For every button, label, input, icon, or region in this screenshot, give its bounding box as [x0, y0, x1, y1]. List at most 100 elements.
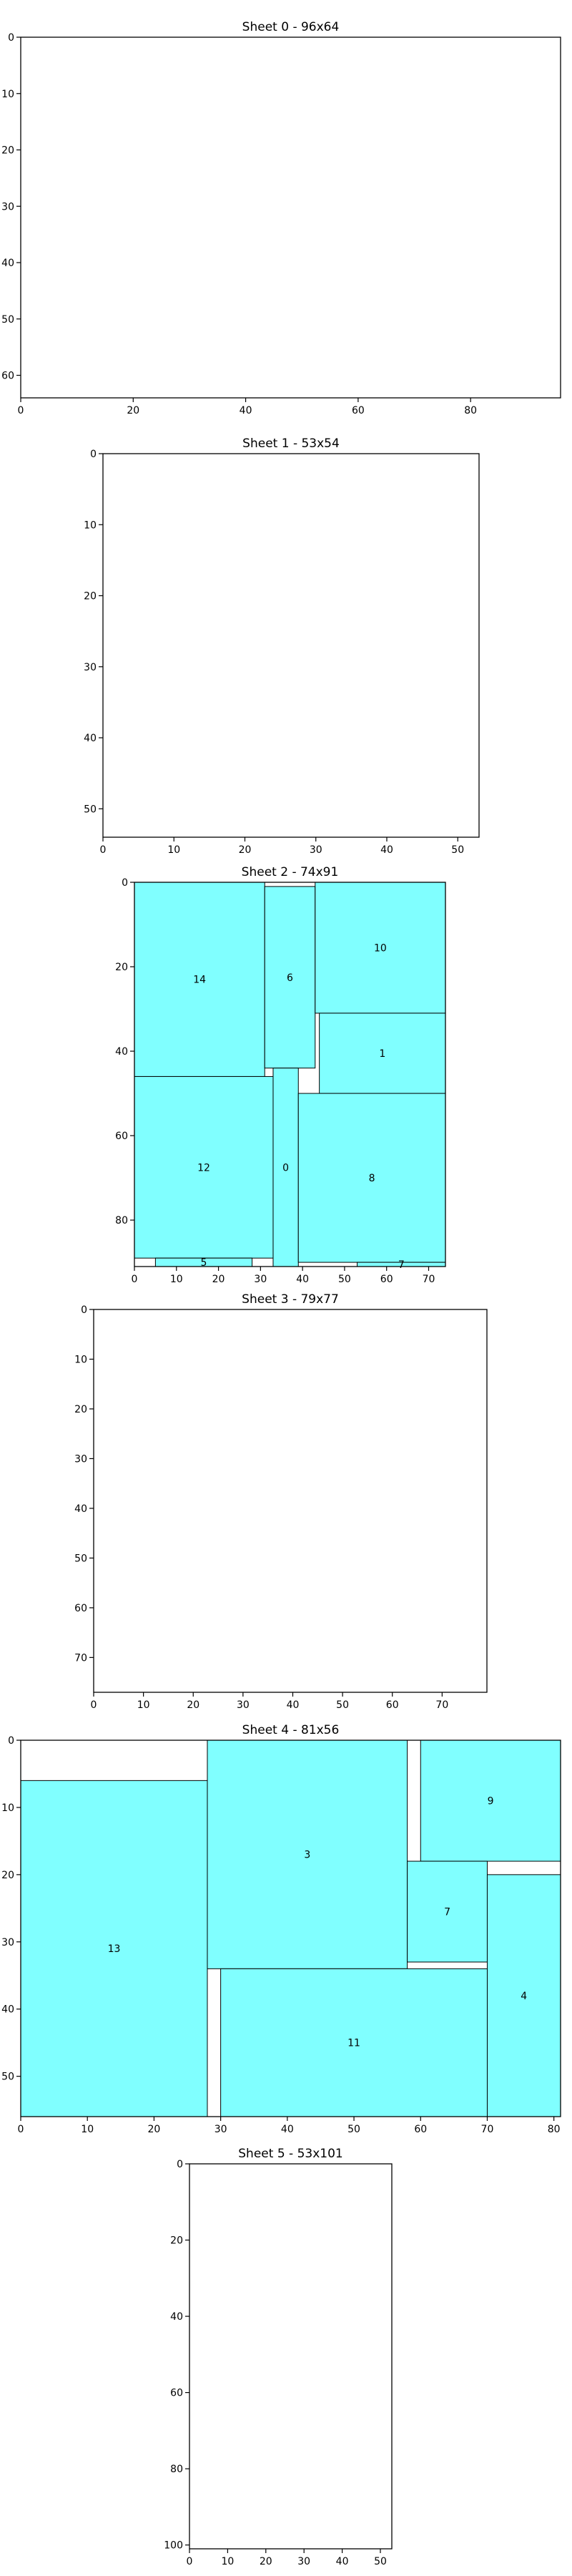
sheet-2-xtick-label: 30: [254, 1274, 267, 1285]
sheet-0-ytick-label: 20: [1, 145, 14, 157]
sheet-4-xtick-label: 80: [548, 2124, 561, 2135]
sheet-0-chart: Sheet 0 - 96x64 0 20 40 60 80 0 10 20 30 40 50 60: [1, 20, 561, 416]
sheet-0-axes-frame: [20, 36, 561, 399]
sheet-1-ytick-label: 50: [84, 804, 97, 815]
sheet-4-ytick-label: 0: [8, 1735, 14, 1747]
sheet-2-piece-label-7: 7: [398, 1259, 405, 1271]
sheet-3-xtick-label: 10: [137, 1699, 150, 1711]
sheet-0-title: Sheet 0 - 96x64: [242, 20, 340, 34]
sheet-4-piece-label-4: 4: [521, 1991, 527, 2002]
sheet-3-ytick-label: 40: [74, 1503, 87, 1515]
sheet-5-ytick-label: 100: [164, 2540, 183, 2552]
sheet-0-xtick-label: 20: [127, 405, 139, 416]
sheet-2-piece-label-5: 5: [201, 1257, 207, 1269]
sheet-5-chart: Sheet 5 - 53x101 0 10 20 30 40 50 0 20 40 60 80 100: [164, 2147, 393, 2567]
sheet-4-piece-label-9: 9: [488, 1796, 494, 1807]
sheet-2-piece-0: [272, 1068, 299, 1267]
sheet-2-piece-6: [264, 886, 316, 1069]
sheet-2-ytick-label: 60: [115, 1131, 128, 1142]
sheet-2-xtick-label: 50: [338, 1274, 351, 1285]
sheet-1-ytick-label: 0: [90, 449, 97, 460]
sheet-5-ytick-label: 20: [170, 2235, 183, 2247]
sheet-4-xtick-label: 40: [281, 2124, 294, 2135]
sheet-4-piece-label-7: 7: [444, 1907, 450, 1918]
sheet-4-piece-9: [420, 1740, 561, 1862]
sheet-4-piece-7: [407, 1860, 488, 1963]
sheet-3-ytick-label: 10: [74, 1354, 87, 1365]
sheet-2-piece-10: [315, 882, 446, 1014]
sheet-2-piece-label-10: 10: [374, 942, 387, 954]
sheet-5-ytick-label: 0: [177, 2159, 183, 2170]
sheet-1-xtick-label: 10: [167, 844, 180, 856]
sheet-0-ytick-label: 10: [1, 89, 14, 100]
sheet-5-title: Sheet 5 - 53x101: [238, 2147, 342, 2161]
sheet-1-title: Sheet 1 - 53x54: [242, 436, 340, 451]
sheet-3-xtick-label: 50: [336, 1699, 349, 1711]
sheet-2-piece-1: [319, 1013, 446, 1094]
sheet-3-ytick-label: 50: [74, 1553, 87, 1564]
sheet-3-xtick-label: 20: [187, 1699, 199, 1711]
sheet-3-xtick-label: 40: [287, 1699, 300, 1711]
sheet-2-piece-label-1: 1: [379, 1048, 385, 1060]
sheet-0-xtick-label: 0: [18, 405, 24, 416]
sheet-4-title: Sheet 4 - 81x56: [242, 1723, 340, 1737]
sheet-5-xtick-label: 0: [187, 2556, 193, 2567]
sheet-4-ytick-label: 30: [1, 1937, 14, 1948]
sheet-0-xtick-label: 40: [240, 405, 252, 416]
sheet-3-ytick-label: 20: [74, 1404, 87, 1415]
sheet-4-chart: Sheet 4 - 81x56 13 3 9 7 4 11 0 10 20 30 40 50 60 70 80…: [1, 1723, 561, 2135]
sheet-4-ytick-label: 20: [1, 1870, 14, 1881]
sheet-2-xtick-label: 40: [296, 1274, 309, 1285]
sheet-3-ytick-label: 0: [81, 1304, 87, 1316]
sheet-4-xtick-label: 10: [81, 2124, 94, 2135]
sheet-2-ytick-label: 40: [115, 1046, 128, 1058]
sheet-1-ytick-label: 10: [84, 519, 97, 531]
sheet-1-ytick-label: 40: [84, 733, 97, 744]
sheet-1-xtick-label: 30: [310, 844, 322, 856]
sheet-2-piece-8: [297, 1093, 446, 1263]
sheet-4-axes-frame: [20, 1740, 561, 2117]
sheet-3-title: Sheet 3 - 79x77: [242, 1292, 339, 1307]
sheet-4-xtick-label: 30: [214, 2124, 227, 2135]
sheet-2-xtick-label: 0: [132, 1274, 138, 1285]
sheet-3-xtick-label: 30: [237, 1699, 250, 1711]
sheet-2-xtick-label: 70: [423, 1274, 435, 1285]
sheet-5-ytick-label: 80: [170, 2464, 183, 2475]
sheet-2-ytick-label: 20: [115, 962, 128, 973]
sheet-1-xtick-label: 40: [380, 844, 393, 856]
sheet-0-ytick-label: 0: [8, 32, 14, 44]
sheet-4-ytick-label: 50: [1, 2072, 14, 2083]
sheet-2-ytick-label: 80: [115, 1215, 128, 1226]
sheet-2-xtick-label: 20: [212, 1274, 225, 1285]
sheet-5-xtick-label: 30: [297, 2556, 310, 2567]
sheet-2-piece-14: [134, 882, 265, 1077]
sheet-5-xtick-label: 40: [336, 2556, 349, 2567]
sheet-3-xtick-label: 70: [435, 1699, 448, 1711]
sheet-1-chart: Sheet 1 - 53x54 0 10 20 30 40 50 0 10 20 30 40 50: [84, 436, 480, 856]
sheet-0-ytick-label: 60: [1, 371, 14, 382]
sheet-3-xtick-label: 0: [91, 1699, 97, 1711]
sheet-4-piece-3: [207, 1740, 408, 1969]
sheet-4-xtick-label: 20: [148, 2124, 161, 2135]
sheet-2-piece-label-6: 6: [287, 972, 293, 984]
sheet-1-xtick-label: 20: [239, 844, 252, 856]
sheet-1-ytick-label: 30: [84, 662, 97, 673]
sheet-5-xtick-label: 50: [374, 2556, 387, 2567]
sheet-3-ytick-label: 60: [74, 1603, 87, 1614]
sheet-3-xtick-label: 60: [386, 1699, 399, 1711]
sheet-4-piece-label-11: 11: [347, 2038, 360, 2049]
sheet-5-ytick-label: 40: [170, 2311, 183, 2323]
sheet-4-xtick-label: 60: [414, 2124, 427, 2135]
sheet-4-xtick-label: 50: [347, 2124, 360, 2135]
sheet-2-piece-label-14: 14: [193, 975, 206, 986]
sheet-1-xtick-label: 0: [100, 844, 107, 856]
sheet-4-piece-13: [20, 1780, 208, 2117]
sheet-4-xtick-label: 0: [18, 2124, 24, 2135]
sheet-5-ytick-label: 60: [170, 2388, 183, 2399]
sheet-5-xtick-label: 20: [260, 2556, 272, 2567]
sheet-3-axes-frame: [93, 1309, 488, 1693]
sheet-3-chart: Sheet 3 - 79x77 0 10 20 30 40 50 60 70 0 10 20 30 40 5…: [74, 1292, 488, 1711]
sheet-5-axes-frame: [189, 2163, 393, 2550]
